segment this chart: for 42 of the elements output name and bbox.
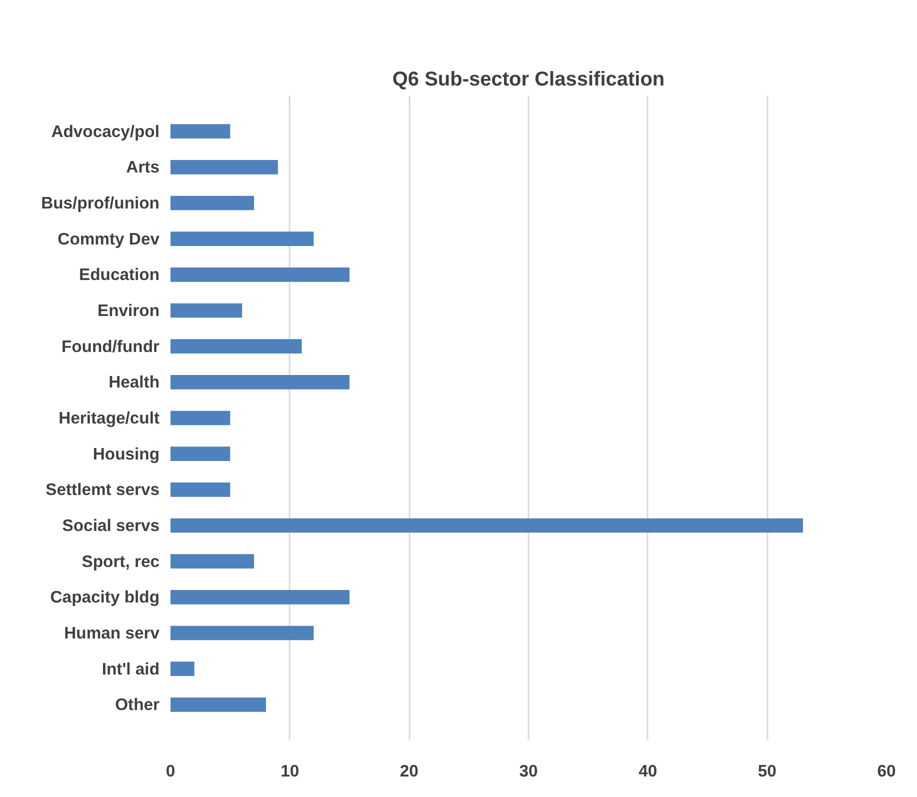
y-tick-label: Advocacy/pol — [51, 122, 160, 141]
y-tick-label: Arts — [126, 158, 160, 177]
y-tick-label: Environ — [97, 301, 160, 320]
y-tick-label: Settlemt servs — [46, 480, 160, 500]
y-tick-label: Int'l aid — [102, 659, 160, 678]
bar — [170, 410, 230, 426]
x-tick-label: 10 — [280, 762, 300, 780]
x-tick-label: 60 — [877, 762, 896, 780]
bar — [170, 590, 350, 604]
bar — [170, 375, 350, 390]
bar — [170, 268, 350, 282]
bar — [170, 160, 278, 174]
x-tick-label: 30 — [519, 762, 538, 780]
y-tick-label: Health — [108, 372, 160, 392]
bar — [170, 124, 230, 138]
x-tick-label: 40 — [638, 762, 658, 780]
y-tick-label: Sport, rec — [82, 552, 160, 571]
bar — [170, 196, 254, 210]
x-tick-label: 0 — [166, 762, 176, 780]
bar — [170, 698, 266, 712]
y-tick-label: Commty Dev — [58, 229, 160, 248]
bar — [170, 662, 194, 676]
bar — [170, 626, 314, 640]
bar — [170, 482, 230, 497]
bar — [170, 339, 302, 354]
y-tick-label: Housing — [92, 444, 160, 464]
x-tick-label: 50 — [758, 762, 776, 780]
bar — [170, 232, 314, 246]
x-tick-label: 20 — [400, 762, 418, 780]
y-tick-label: Bus/prof/union — [41, 194, 160, 212]
y-tick-label: Capacity bldg — [50, 588, 160, 607]
y-tick-label: Education — [78, 265, 160, 284]
bar — [170, 303, 242, 318]
bar — [170, 446, 230, 461]
y-tick-label: Human serv — [64, 624, 160, 642]
y-tick-label: Heritage/cult — [58, 408, 160, 428]
y-tick-label: Found/fundr — [61, 336, 160, 356]
y-tick-label: Social servs — [62, 516, 160, 535]
y-tick-label: Other — [115, 695, 160, 714]
chart-title: Q6 Sub-sector Classification — [392, 68, 665, 90]
bar — [170, 554, 254, 568]
bar — [170, 518, 803, 533]
